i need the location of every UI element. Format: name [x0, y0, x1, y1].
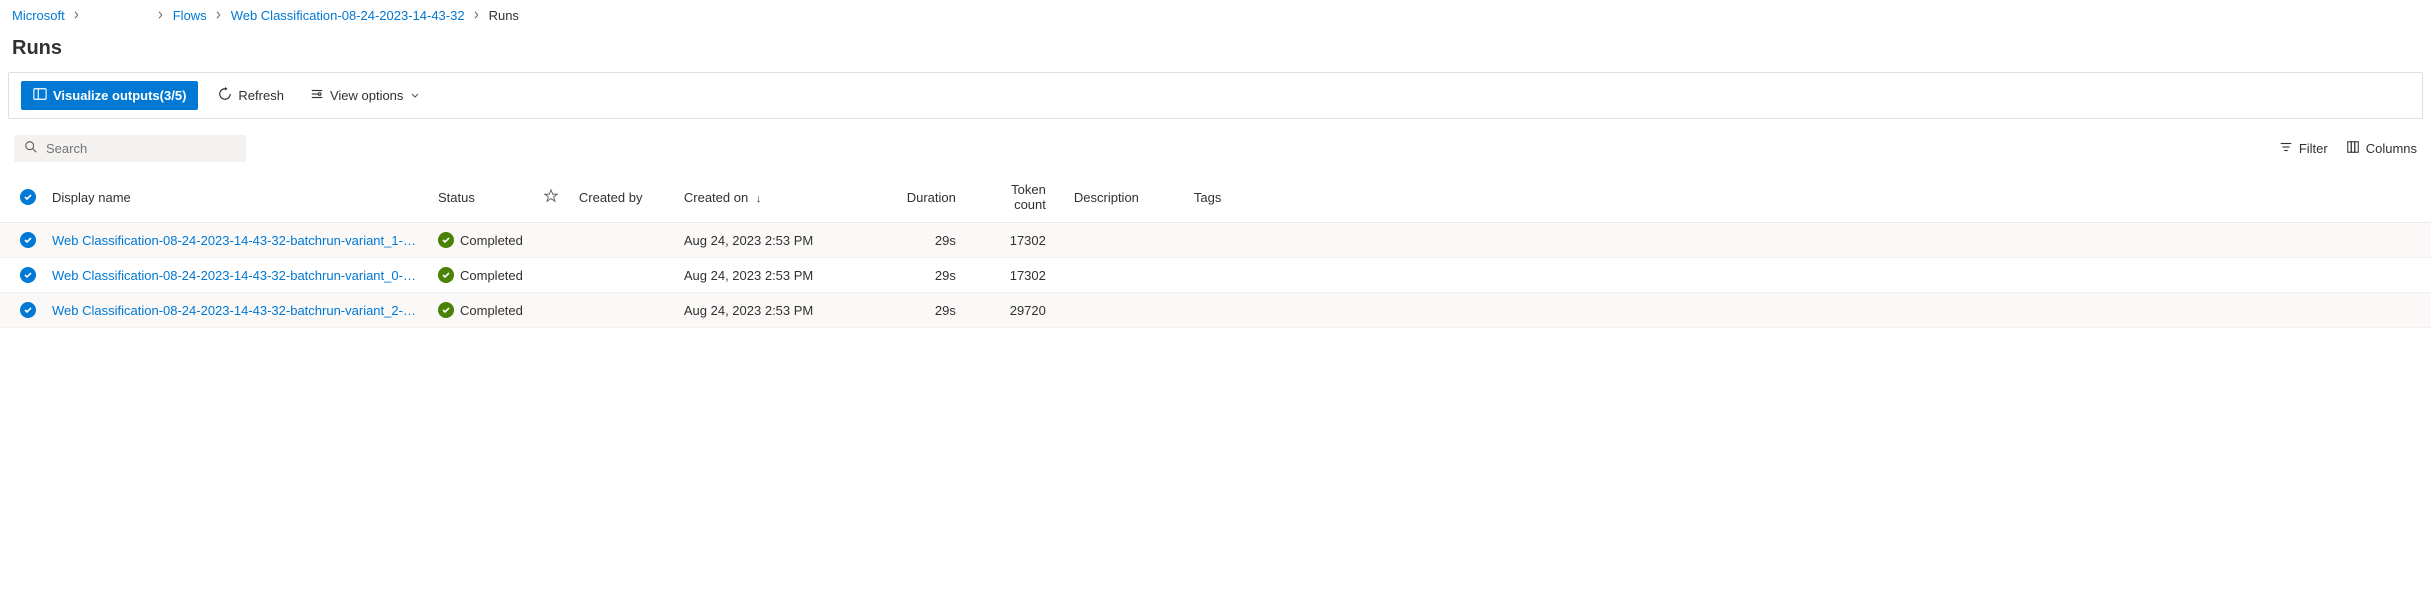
success-icon — [438, 267, 454, 283]
row-description — [1066, 293, 1186, 328]
row-tags — [1186, 293, 2431, 328]
table-row[interactable]: Web Classification-08-24-2023-14-43-32-b… — [0, 293, 2431, 328]
chevron-right-icon — [471, 10, 483, 21]
breadcrumb-flow-name[interactable]: Web Classification-08-24-2023-14-43-32 — [231, 8, 465, 23]
header-description[interactable]: Description — [1066, 172, 1186, 223]
check-circle-icon — [20, 302, 36, 318]
row-tags — [1186, 223, 2431, 258]
row-description — [1066, 223, 1186, 258]
table-row[interactable]: Web Classification-08-24-2023-14-43-32-b… — [0, 223, 2431, 258]
check-circle-icon — [20, 232, 36, 248]
row-created-by — [571, 223, 676, 258]
status-label: Completed — [460, 268, 523, 283]
filter-label: Filter — [2299, 141, 2328, 156]
chevron-right-icon — [213, 10, 225, 21]
right-actions: Filter Columns — [2279, 140, 2417, 157]
row-created-by — [571, 293, 676, 328]
table-row[interactable]: Web Classification-08-24-2023-14-43-32-b… — [0, 258, 2431, 293]
refresh-label: Refresh — [238, 88, 284, 103]
sort-down-icon: ↓ — [756, 193, 762, 205]
row-status: Completed — [430, 293, 531, 328]
breadcrumb: Microsoft Flows Web Classification-08-24… — [0, 0, 2431, 31]
view-options-button[interactable]: View options — [304, 83, 425, 108]
row-duration: 29s — [886, 293, 976, 328]
breadcrumb-flows[interactable]: Flows — [173, 8, 207, 23]
row-created-by — [571, 258, 676, 293]
columns-icon — [2346, 140, 2360, 157]
success-icon — [438, 302, 454, 318]
row-token-count: 17302 — [976, 258, 1066, 293]
columns-label: Columns — [2366, 141, 2417, 156]
search-box[interactable] — [14, 135, 246, 162]
header-token-count[interactable]: Token count — [976, 172, 1066, 223]
breadcrumb-current: Runs — [489, 8, 519, 23]
header-status[interactable]: Status — [430, 172, 531, 223]
row-status: Completed — [430, 258, 531, 293]
header-select-all[interactable] — [0, 172, 44, 223]
refresh-icon — [218, 87, 232, 104]
header-star[interactable] — [531, 172, 571, 223]
row-token-count: 29720 — [976, 293, 1066, 328]
row-duration: 29s — [886, 258, 976, 293]
search-icon — [24, 140, 38, 157]
visualize-outputs-button[interactable]: Visualize outputs(3/5) — [21, 81, 198, 110]
chevron-down-icon — [411, 91, 419, 101]
row-star[interactable] — [531, 223, 571, 258]
row-created-on: Aug 24, 2023 2:53 PM — [676, 293, 886, 328]
row-checkbox[interactable] — [0, 258, 44, 293]
row-created-on: Aug 24, 2023 2:53 PM — [676, 223, 886, 258]
table-header-row: Display name Status Created by Created o… — [0, 172, 2431, 223]
visualize-outputs-label: Visualize outputs(3/5) — [53, 88, 186, 103]
panel-icon — [33, 87, 47, 104]
filters-row: Filter Columns — [0, 129, 2431, 168]
chevron-right-icon — [155, 10, 167, 21]
columns-button[interactable]: Columns — [2346, 140, 2417, 157]
row-created-on: Aug 24, 2023 2:53 PM — [676, 258, 886, 293]
page-title: Runs — [0, 31, 2431, 72]
filter-icon — [2279, 140, 2293, 157]
status-label: Completed — [460, 233, 523, 248]
row-duration: 29s — [886, 223, 976, 258]
view-options-icon — [310, 87, 324, 104]
row-display-name: Web Classification-08-24-2023-14-43-32-b… — [44, 258, 430, 293]
search-input[interactable] — [46, 141, 236, 156]
chevron-right-icon — [71, 10, 83, 21]
run-name-link[interactable]: Web Classification-08-24-2023-14-43-32-b… — [52, 233, 422, 248]
star-icon — [544, 191, 558, 206]
toolbar: Visualize outputs(3/5) Refresh View opti… — [8, 72, 2423, 119]
row-description — [1066, 258, 1186, 293]
row-status: Completed — [430, 223, 531, 258]
check-circle-icon — [20, 267, 36, 283]
row-token-count: 17302 — [976, 223, 1066, 258]
header-created-by[interactable]: Created by — [571, 172, 676, 223]
view-options-label: View options — [330, 88, 403, 103]
row-star[interactable] — [531, 258, 571, 293]
run-name-link[interactable]: Web Classification-08-24-2023-14-43-32-b… — [52, 268, 422, 283]
row-tags — [1186, 258, 2431, 293]
row-star[interactable] — [531, 293, 571, 328]
row-display-name: Web Classification-08-24-2023-14-43-32-b… — [44, 223, 430, 258]
check-circle-icon — [20, 189, 36, 205]
row-display-name: Web Classification-08-24-2023-14-43-32-b… — [44, 293, 430, 328]
row-checkbox[interactable] — [0, 223, 44, 258]
header-created-on[interactable]: Created on ↓ — [676, 172, 886, 223]
run-name-link[interactable]: Web Classification-08-24-2023-14-43-32-b… — [52, 303, 422, 318]
success-icon — [438, 232, 454, 248]
breadcrumb-microsoft[interactable]: Microsoft — [12, 8, 65, 23]
filter-button[interactable]: Filter — [2279, 140, 2328, 157]
refresh-button[interactable]: Refresh — [212, 83, 290, 108]
header-duration[interactable]: Duration — [886, 172, 976, 223]
header-tags[interactable]: Tags — [1186, 172, 2431, 223]
runs-table: Display name Status Created by Created o… — [0, 172, 2431, 328]
row-checkbox[interactable] — [0, 293, 44, 328]
status-label: Completed — [460, 303, 523, 318]
header-display-name[interactable]: Display name — [44, 172, 430, 223]
